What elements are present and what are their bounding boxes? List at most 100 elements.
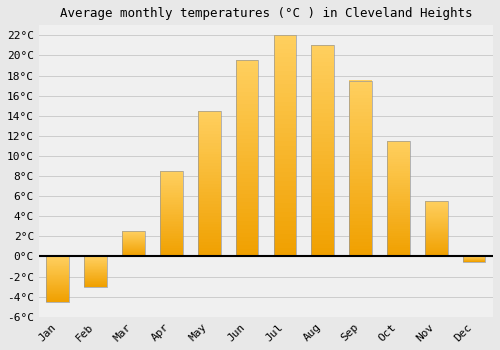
- Bar: [84, 275, 107, 276]
- Bar: [198, 166, 220, 169]
- Bar: [122, 242, 145, 243]
- Bar: [387, 185, 410, 187]
- Bar: [198, 198, 220, 201]
- Bar: [236, 88, 258, 92]
- Bar: [274, 110, 296, 115]
- Bar: [84, 285, 107, 286]
- Bar: [312, 159, 334, 163]
- Bar: [349, 214, 372, 218]
- Bar: [425, 244, 448, 245]
- Bar: [160, 246, 182, 248]
- Bar: [46, 301, 69, 302]
- Bar: [236, 123, 258, 127]
- Bar: [236, 174, 258, 178]
- Bar: [312, 206, 334, 210]
- Bar: [160, 215, 182, 217]
- Bar: [160, 228, 182, 229]
- Bar: [46, 261, 69, 262]
- Bar: [349, 182, 372, 186]
- Bar: [84, 261, 107, 262]
- Bar: [236, 209, 258, 214]
- Bar: [46, 274, 69, 275]
- Bar: [160, 229, 182, 231]
- Bar: [46, 292, 69, 293]
- Bar: [198, 242, 220, 245]
- Bar: [236, 233, 258, 237]
- Bar: [198, 227, 220, 230]
- Bar: [274, 155, 296, 159]
- Bar: [46, 263, 69, 264]
- Bar: [46, 269, 69, 270]
- Bar: [387, 208, 410, 210]
- Bar: [236, 162, 258, 166]
- Bar: [274, 137, 296, 141]
- Bar: [349, 102, 372, 105]
- Bar: [46, 288, 69, 289]
- Bar: [274, 124, 296, 128]
- Bar: [84, 259, 107, 260]
- Bar: [236, 135, 258, 139]
- Bar: [387, 203, 410, 205]
- Bar: [84, 268, 107, 269]
- Bar: [236, 213, 258, 217]
- Bar: [236, 178, 258, 182]
- Bar: [349, 197, 372, 200]
- Bar: [349, 140, 372, 144]
- Bar: [198, 207, 220, 210]
- Bar: [198, 248, 220, 251]
- Bar: [312, 197, 334, 202]
- Bar: [198, 187, 220, 189]
- Bar: [274, 208, 296, 212]
- Bar: [425, 210, 448, 211]
- Bar: [236, 64, 258, 68]
- Bar: [387, 152, 410, 155]
- Bar: [274, 62, 296, 66]
- Bar: [425, 219, 448, 220]
- Bar: [425, 201, 448, 202]
- Bar: [198, 111, 220, 114]
- Bar: [425, 212, 448, 214]
- Bar: [46, 285, 69, 286]
- Bar: [349, 161, 372, 165]
- Bar: [312, 147, 334, 151]
- Bar: [312, 58, 334, 62]
- Bar: [349, 84, 372, 88]
- Bar: [198, 125, 220, 128]
- Bar: [425, 216, 448, 217]
- Bar: [46, 275, 69, 276]
- Bar: [349, 232, 372, 236]
- Bar: [46, 258, 69, 259]
- Bar: [122, 231, 145, 257]
- Bar: [84, 258, 107, 259]
- Bar: [84, 257, 107, 258]
- Bar: [84, 266, 107, 267]
- Bar: [349, 147, 372, 151]
- Bar: [274, 159, 296, 163]
- Bar: [84, 286, 107, 287]
- Bar: [387, 162, 410, 164]
- Bar: [274, 163, 296, 168]
- Bar: [122, 254, 145, 255]
- Bar: [349, 154, 372, 158]
- Bar: [274, 234, 296, 239]
- Bar: [312, 155, 334, 159]
- Bar: [160, 205, 182, 207]
- Bar: [46, 265, 69, 266]
- Bar: [160, 200, 182, 202]
- Bar: [84, 272, 107, 273]
- Bar: [236, 154, 258, 159]
- Bar: [274, 230, 296, 235]
- Bar: [274, 75, 296, 79]
- Bar: [198, 111, 220, 257]
- Bar: [387, 198, 410, 201]
- Bar: [236, 186, 258, 190]
- Bar: [46, 273, 69, 274]
- Bar: [387, 155, 410, 157]
- Bar: [349, 144, 372, 147]
- Bar: [160, 188, 182, 190]
- Bar: [349, 130, 372, 133]
- Bar: [198, 230, 220, 233]
- Bar: [349, 168, 372, 172]
- Bar: [274, 93, 296, 97]
- Bar: [46, 280, 69, 281]
